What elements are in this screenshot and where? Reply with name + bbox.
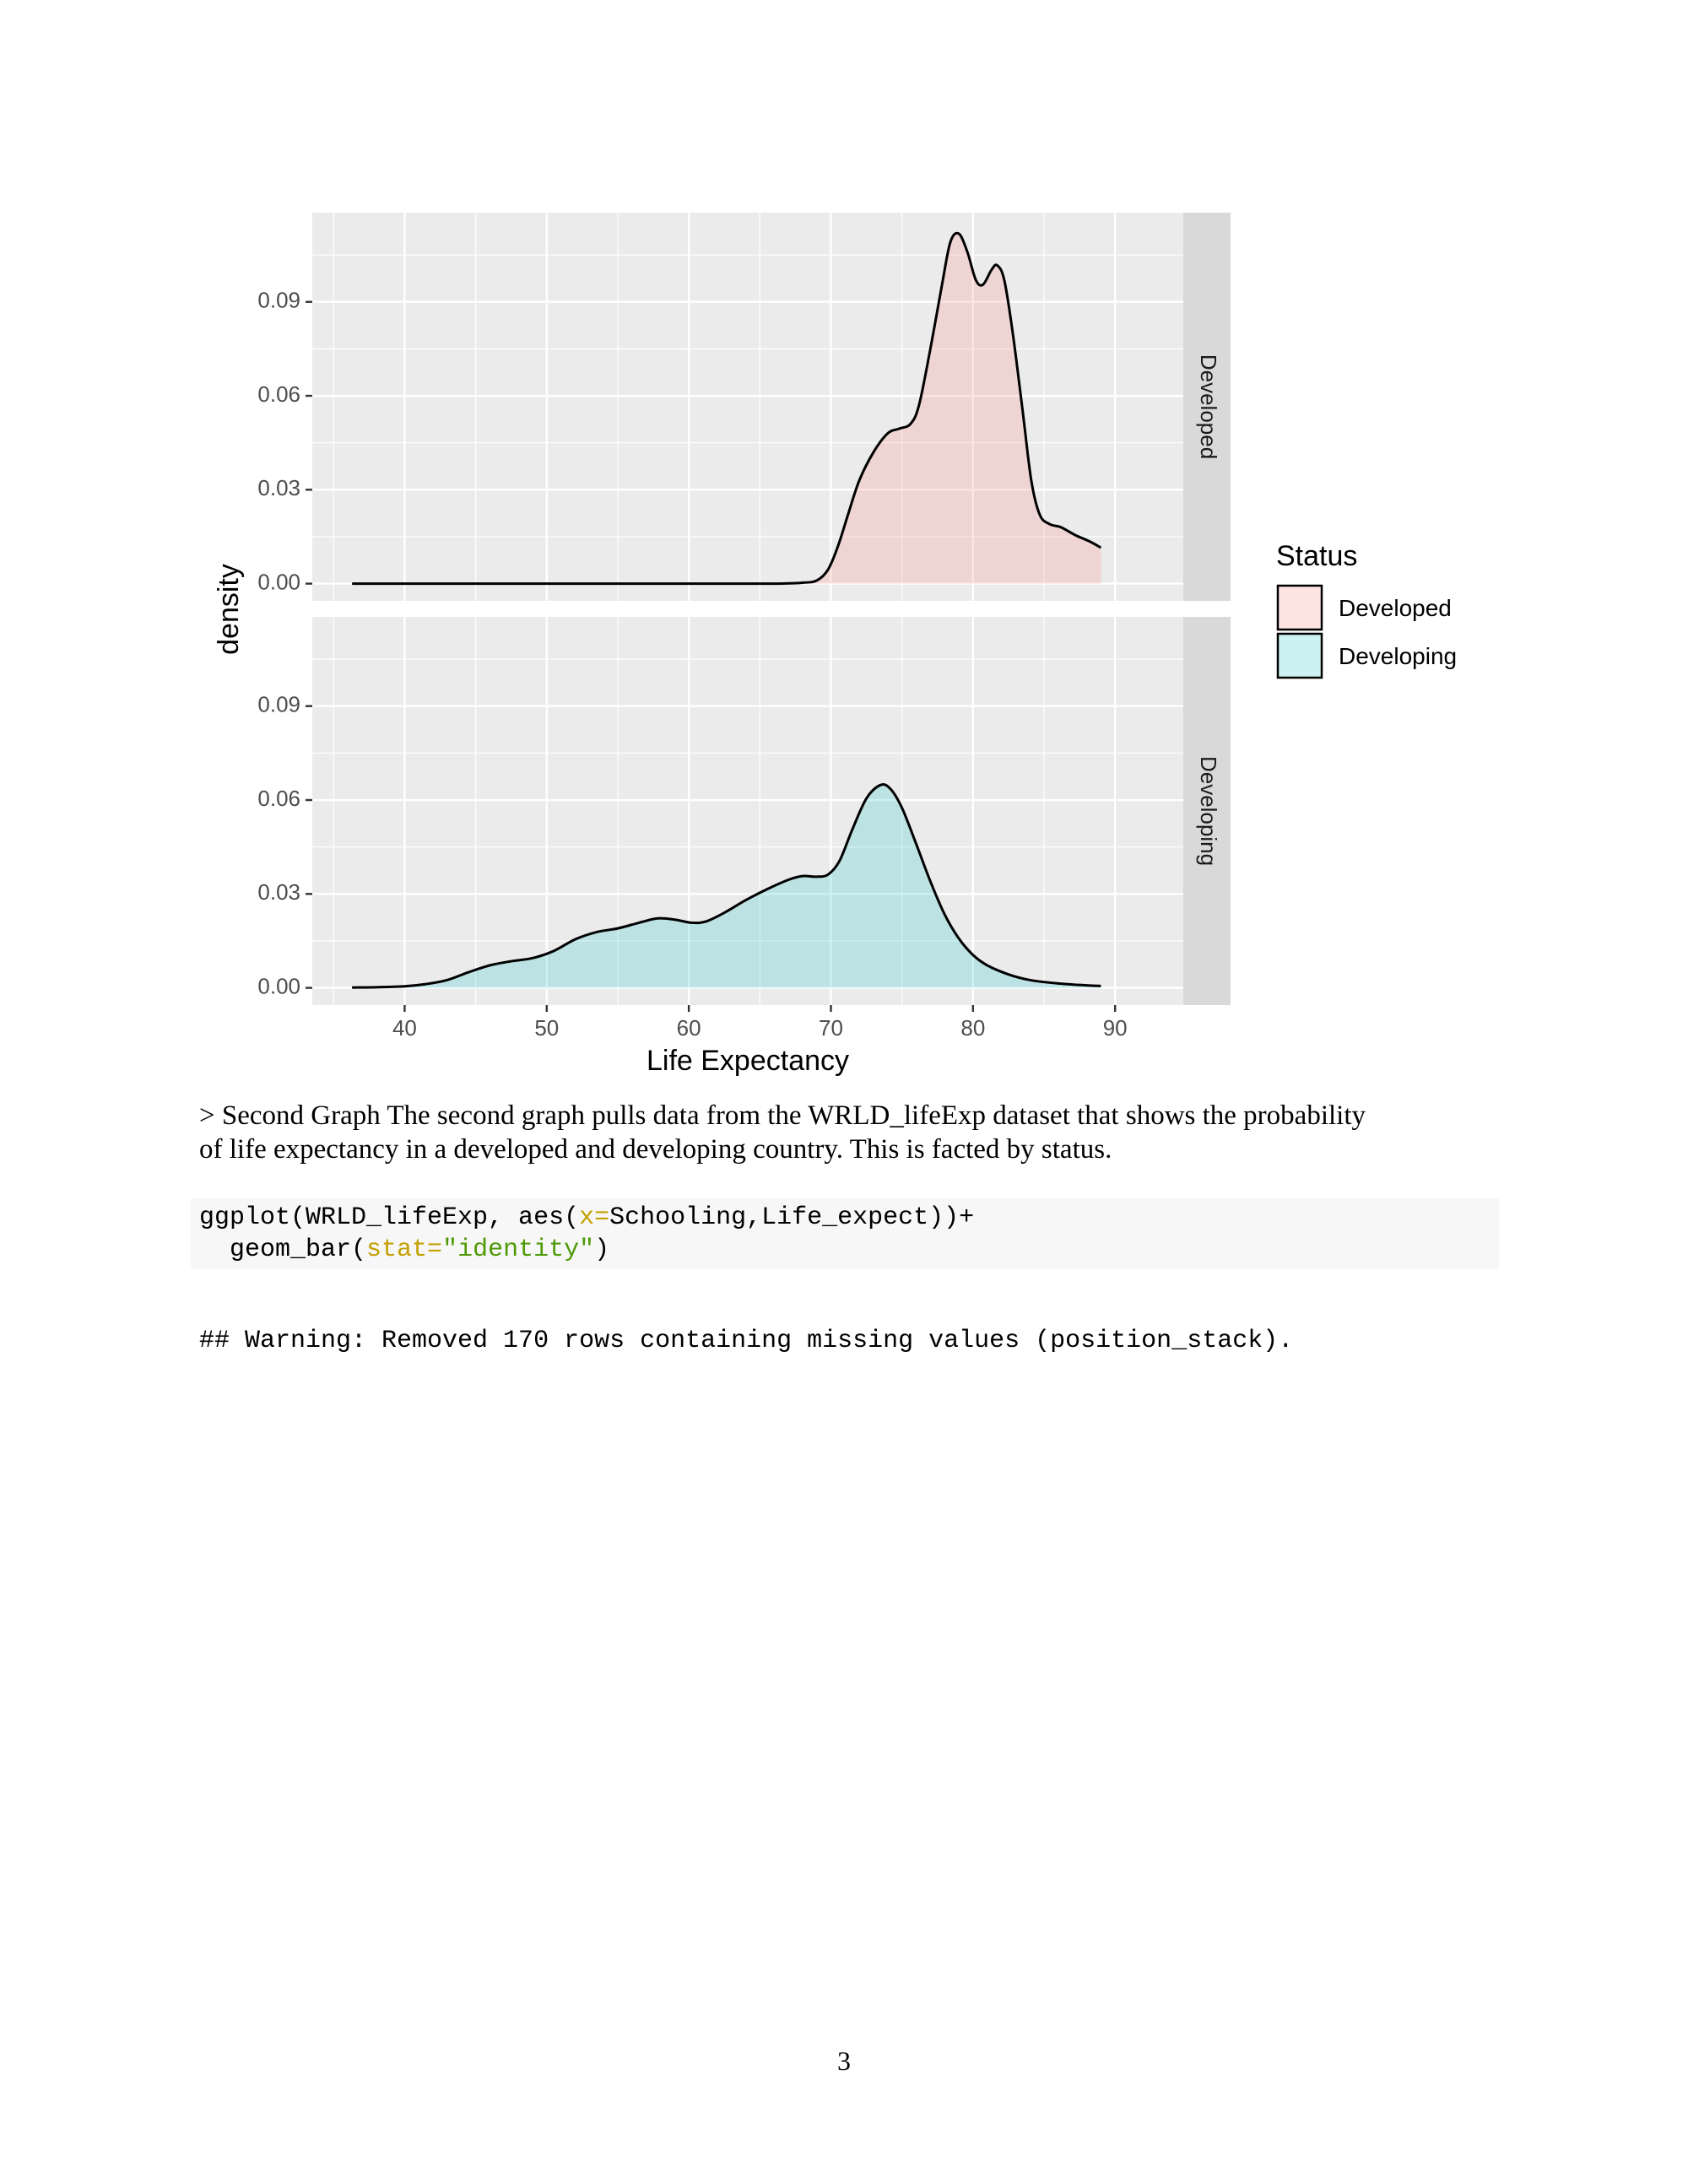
- x-tick-label: 50: [534, 1015, 559, 1041]
- y-tick-label: 0.00: [257, 973, 300, 998]
- strip-label-developing: Developing: [1196, 756, 1221, 866]
- code-arg-token: x=: [579, 1203, 610, 1232]
- panel-developing-background: [312, 617, 1183, 1005]
- density-line-developed: [352, 231, 1102, 586]
- prose-line-2: of life expectancy in a developed and de…: [199, 1134, 1112, 1165]
- code-arg-token: stat=: [366, 1235, 443, 1264]
- strip-developing: [1183, 617, 1231, 1005]
- strip-label-developed: Developed: [1196, 354, 1221, 459]
- code-token: ): [594, 1235, 610, 1264]
- code-token: geom_bar(: [199, 1235, 367, 1264]
- code-output-warning: ## Warning: Removed 170 rows containing …: [199, 1327, 1294, 1355]
- x-tick-label: 90: [1103, 1015, 1128, 1041]
- legend-key-developed: [1276, 584, 1323, 631]
- x-tick-label: 40: [392, 1015, 417, 1041]
- legend-label-developed: Developed: [1339, 595, 1452, 621]
- density-area-developed: [352, 233, 1101, 584]
- code-token: ggplot(WRLD_lifeExp, aes(: [199, 1203, 580, 1232]
- x-tick-label: 70: [819, 1015, 843, 1041]
- density-line-developing: [352, 783, 1101, 989]
- code-line-2: geom_bar(stat="identity"): [199, 1234, 609, 1266]
- strip-developed: [1183, 213, 1231, 601]
- density-area-developing: [352, 784, 1101, 988]
- legend-label-developing: Developing: [1339, 643, 1457, 669]
- legend-key-developing: [1276, 632, 1323, 679]
- x-tick-label: 80: [960, 1015, 985, 1041]
- page-number: 3: [837, 2046, 851, 2076]
- y-tick-label: 0.03: [257, 475, 300, 500]
- y-tick-label: 0.03: [257, 879, 300, 905]
- prose-line-1: > Second Graph The second graph pulls da…: [199, 1100, 1366, 1131]
- x-tick-label: 60: [677, 1015, 701, 1041]
- faceted-density-chart: 0.00 0.03 0.06 0.09 0.00 0.03 0.06 0.09 40 50 60 70…: [213, 213, 1457, 1077]
- code-line-1: ggplot(WRLD_lifeExp, aes(x=Schooling,Lif…: [199, 1202, 974, 1234]
- code-block: ggplot(WRLD_lifeExp, aes(x=Schooling,Lif…: [191, 1198, 1499, 1269]
- y-tick-label: 0.06: [257, 786, 300, 811]
- legend-title: Status: [1276, 540, 1357, 572]
- y-tick-label: 0.06: [257, 381, 300, 407]
- y-tick-label: 0.09: [257, 288, 300, 313]
- code-string-token: "identity": [442, 1235, 595, 1264]
- y-tick-label: 0.00: [257, 569, 300, 594]
- panel-developed-background: [312, 213, 1183, 601]
- code-token: Schooling,Life_expect))+: [609, 1203, 975, 1232]
- y-tick-label: 0.09: [257, 692, 300, 717]
- x-axis-title: Life Expectancy: [647, 1045, 849, 1077]
- y-axis-title: density: [213, 564, 245, 655]
